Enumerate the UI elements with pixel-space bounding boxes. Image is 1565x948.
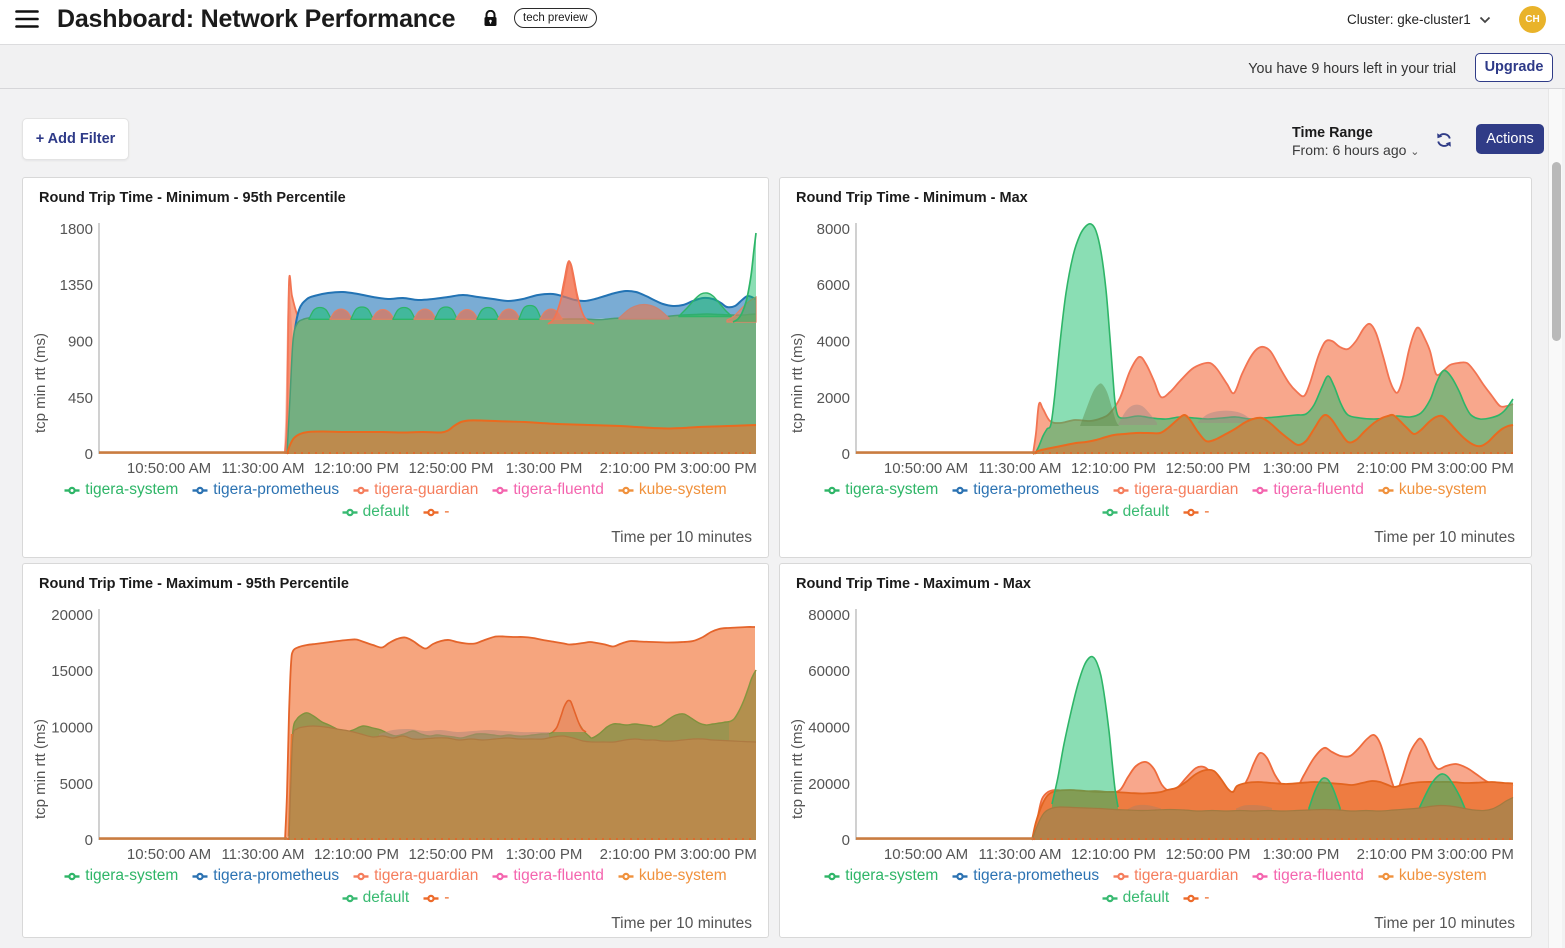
svg-text:11:30:00 AM: 11:30:00 AM [978, 460, 1061, 477]
svg-text:4000: 4000 [817, 334, 850, 351]
svg-text:1:30:00 PM: 1:30:00 PM [1263, 460, 1340, 477]
svg-text:3:00:00 PM: 3:00:00 PM [680, 846, 757, 863]
svg-text:80000: 80000 [808, 607, 850, 624]
svg-text:12:50:00 PM: 12:50:00 PM [1165, 846, 1250, 863]
svg-text:tcp min rtt (ms): tcp min rtt (ms) [32, 333, 49, 433]
svg-text:10:50:00 AM: 10:50:00 AM [127, 846, 211, 863]
svg-text:tcp min rtt (ms): tcp min rtt (ms) [789, 333, 806, 433]
svg-text:900: 900 [68, 334, 93, 351]
svg-text:11:30:00 AM: 11:30:00 AM [221, 460, 304, 477]
svg-text:11:30:00 AM: 11:30:00 AM [978, 846, 1061, 863]
svg-text:450: 450 [68, 390, 93, 407]
svg-text:2:10:00 PM: 2:10:00 PM [600, 846, 677, 863]
svg-text:11:30:00 AM: 11:30:00 AM [221, 846, 304, 863]
svg-text:12:10:00 PM: 12:10:00 PM [314, 846, 399, 863]
svg-text:0: 0 [842, 832, 850, 849]
svg-text:6000: 6000 [817, 277, 850, 294]
svg-text:12:10:00 PM: 12:10:00 PM [1071, 846, 1156, 863]
svg-text:2000: 2000 [817, 390, 850, 407]
svg-text:1:30:00 PM: 1:30:00 PM [506, 460, 583, 477]
svg-text:12:50:00 PM: 12:50:00 PM [408, 846, 493, 863]
svg-text:20000: 20000 [51, 607, 93, 624]
svg-text:8000: 8000 [817, 221, 850, 238]
svg-text:10:50:00 AM: 10:50:00 AM [127, 460, 211, 477]
svg-text:1:30:00 PM: 1:30:00 PM [506, 846, 583, 863]
svg-text:60000: 60000 [808, 663, 850, 680]
svg-text:0: 0 [85, 832, 93, 849]
svg-text:3:00:00 PM: 3:00:00 PM [680, 460, 757, 477]
svg-text:12:10:00 PM: 12:10:00 PM [1071, 460, 1156, 477]
svg-text:10000: 10000 [51, 720, 93, 737]
svg-text:2:10:00 PM: 2:10:00 PM [1357, 846, 1434, 863]
svg-text:3:00:00 PM: 3:00:00 PM [1437, 846, 1514, 863]
svg-text:tcp min rtt (ms): tcp min rtt (ms) [789, 719, 806, 819]
svg-text:3:00:00 PM: 3:00:00 PM [1437, 460, 1514, 477]
svg-text:12:50:00 PM: 12:50:00 PM [408, 460, 493, 477]
svg-text:5000: 5000 [60, 776, 93, 793]
svg-text:1800: 1800 [60, 221, 93, 238]
svg-text:2:10:00 PM: 2:10:00 PM [600, 460, 677, 477]
svg-text:12:50:00 PM: 12:50:00 PM [1165, 460, 1250, 477]
svg-text:20000: 20000 [808, 776, 850, 793]
svg-text:0: 0 [85, 446, 93, 463]
svg-text:12:10:00 PM: 12:10:00 PM [314, 460, 399, 477]
svg-text:0: 0 [842, 446, 850, 463]
svg-text:1350: 1350 [60, 277, 93, 294]
svg-text:15000: 15000 [51, 663, 93, 680]
svg-text:40000: 40000 [808, 720, 850, 737]
svg-text:10:50:00 AM: 10:50:00 AM [884, 460, 968, 477]
svg-text:10:50:00 AM: 10:50:00 AM [884, 846, 968, 863]
svg-text:tcp min rtt (ms): tcp min rtt (ms) [32, 719, 49, 819]
svg-text:2:10:00 PM: 2:10:00 PM [1357, 460, 1434, 477]
svg-text:1:30:00 PM: 1:30:00 PM [1263, 846, 1340, 863]
